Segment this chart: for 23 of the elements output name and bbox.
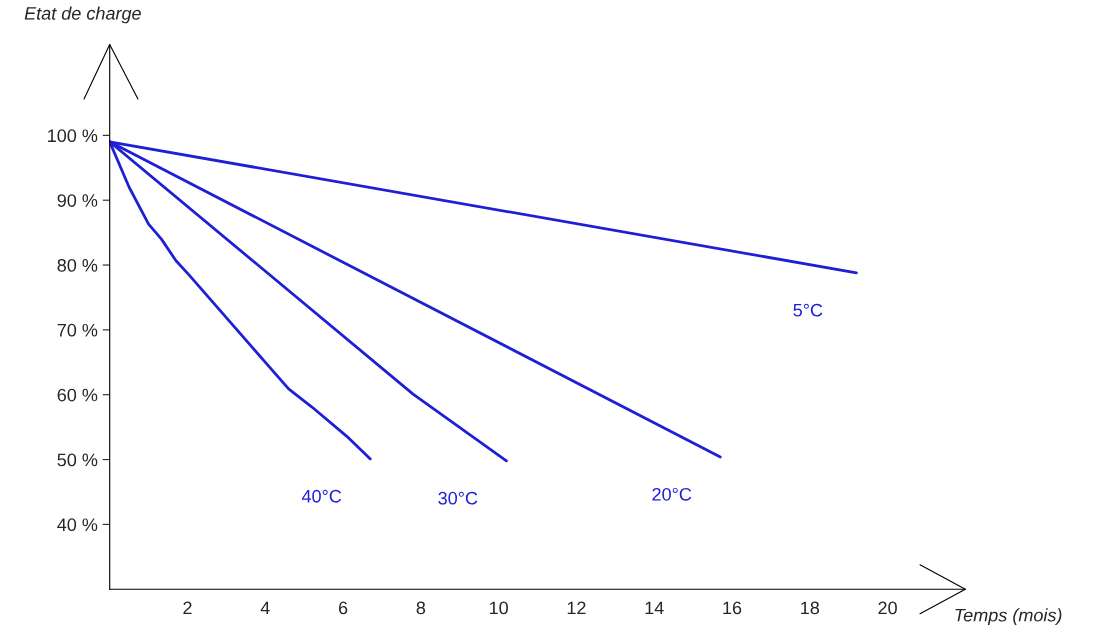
chart-title: Etat de charge [24, 6, 141, 24]
y-tick-label: 60 % [57, 388, 98, 402]
y-tick-label: 40 % [57, 518, 98, 532]
x-axis-title: Temps (mois) [955, 608, 1062, 626]
x-tick-label: 10 [489, 601, 508, 615]
x-tick-label: 14 [645, 601, 664, 615]
y-tick-label: 70 % [57, 323, 98, 337]
x-tick-label: 18 [801, 601, 820, 615]
x-tick-label: 4 [260, 601, 270, 615]
y-tick-label: 100 % [48, 129, 98, 143]
x-tick-label: 8 [416, 601, 426, 615]
x-tick-label: 2 [183, 601, 192, 615]
y-tick-label: 50 % [57, 453, 98, 467]
text: 30°C [438, 491, 478, 505]
y-tick-label: 80 % [57, 258, 98, 272]
x-tick-label: 12 [567, 601, 586, 615]
y-tick-label: 90 % [57, 194, 98, 207]
x-tick-label: 16 [723, 601, 742, 615]
text: 20°C [652, 487, 692, 501]
x-tick-label: 6 [338, 601, 348, 615]
x-tick-label: 20 [878, 601, 897, 615]
text: 5°C [793, 303, 823, 317]
text: 40°C [301, 489, 342, 503]
